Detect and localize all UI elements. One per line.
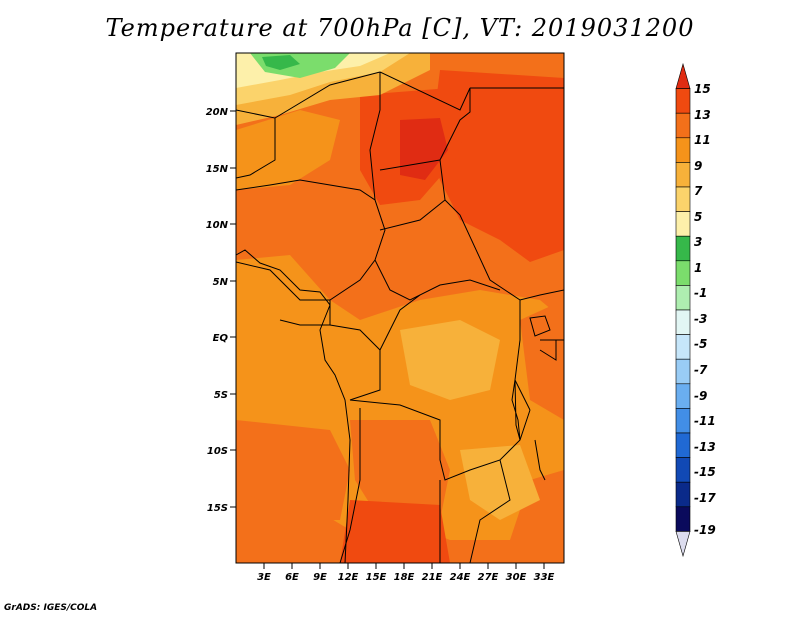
colorbar-label: -11 (694, 414, 716, 428)
colorbar-label: 15 (694, 82, 711, 96)
colorbar-labels: 15 13 11 9 7 5 3 1 -1 -3 -5 -7 -9 -11 -1… (694, 82, 716, 537)
great-lakes (511, 315, 551, 481)
lat-ticks (230, 110, 236, 508)
lon-label: 12E (338, 572, 359, 583)
field-11-13-east (520, 300, 564, 420)
chart-title: Temperature at 700hPa [C], VT: 201903120… (105, 14, 695, 42)
colorbar-label: -5 (694, 337, 707, 351)
lat-label: 15N (206, 164, 229, 175)
lon-label: 33E (534, 572, 555, 583)
field-11-13-angola (350, 420, 450, 520)
colorbar-label: -13 (694, 440, 716, 454)
colorbar-swatch (675, 309, 691, 335)
colorbar-swatch (675, 481, 691, 508)
colorbar-label: 9 (694, 159, 702, 173)
field-9-11-sahel (236, 110, 340, 190)
colorbar-top-arrow (675, 62, 691, 89)
lat-label: 5N (213, 277, 229, 288)
colorbar-label: 1 (694, 261, 702, 275)
colorbar (675, 62, 691, 558)
colorbar-label: -9 (694, 389, 707, 403)
lat-label: 20N (206, 107, 229, 118)
lon-labels: 3E 6E 9E 12E 15E 18E 21E 24E 27E 30E 33E (257, 572, 554, 583)
lon-label: 21E (422, 572, 443, 583)
field-7-9-zambia (460, 445, 540, 520)
lon-label: 18E (394, 572, 415, 583)
colorbar-label: 7 (694, 184, 703, 198)
colorbar-swatch (675, 235, 691, 262)
map-frame (235, 52, 565, 564)
colorbar-label: -15 (694, 465, 716, 479)
colorbar-swatch (675, 457, 691, 483)
colorbar-swatch (675, 358, 691, 385)
colorbar-label: 5 (694, 210, 702, 224)
colorbar-label: -3 (694, 312, 707, 326)
colorbar-swatch (675, 260, 691, 286)
field-1-3-north (262, 55, 300, 70)
colorbar-swatch (675, 112, 691, 139)
lon-label: 30E (506, 572, 527, 583)
colorbar-label: -1 (694, 286, 707, 300)
field-11-13-southwest (236, 420, 350, 520)
colorbar-label: -17 (694, 491, 716, 505)
colorbar-swatch (675, 137, 691, 163)
colorbar-swatch (675, 432, 691, 458)
colorbar-swatch (675, 334, 691, 360)
colorbar-swatch (675, 162, 691, 188)
lat-label: 15S (207, 503, 228, 514)
colorbar-swatch (675, 408, 691, 434)
lon-label: 6E (285, 572, 299, 583)
colorbar-label: -7 (694, 363, 708, 377)
lat-label: 10S (207, 446, 228, 457)
lon-label: 24E (450, 572, 471, 583)
lat-label: 10N (206, 220, 229, 231)
colorbar-label: 13 (694, 108, 711, 122)
lat-label: EQ (213, 333, 229, 344)
grads-credit: GrADS: IGES/COLA (4, 603, 98, 613)
colorbar-swatch (675, 383, 691, 409)
lon-label: 27E (478, 572, 499, 583)
colorbar-label: -19 (694, 523, 716, 537)
field-7-9-congo (400, 320, 500, 400)
colorbar-bottom-arrow (675, 531, 691, 558)
lat-label: 5S (214, 390, 228, 401)
colorbar-swatch (675, 506, 691, 532)
lat-labels: 20N 15N 10N 5N EQ 5S 10S 15S (206, 107, 229, 514)
country-borders (236, 71, 564, 563)
colorbar-label: 11 (694, 133, 711, 147)
colorbar-swatch (675, 186, 691, 212)
colorbar-swatch (675, 88, 691, 114)
lon-label: 3E (257, 572, 271, 583)
lon-ticks (263, 563, 545, 569)
colorbar-label: 3 (694, 235, 702, 249)
field-13-15-south (340, 500, 450, 563)
temperature-field (236, 53, 564, 563)
colorbar-swatch (675, 211, 691, 237)
lon-label: 15E (366, 572, 387, 583)
colorbar-swatch (675, 285, 691, 311)
coastline (235, 249, 351, 564)
lon-label: 9E (313, 572, 327, 583)
